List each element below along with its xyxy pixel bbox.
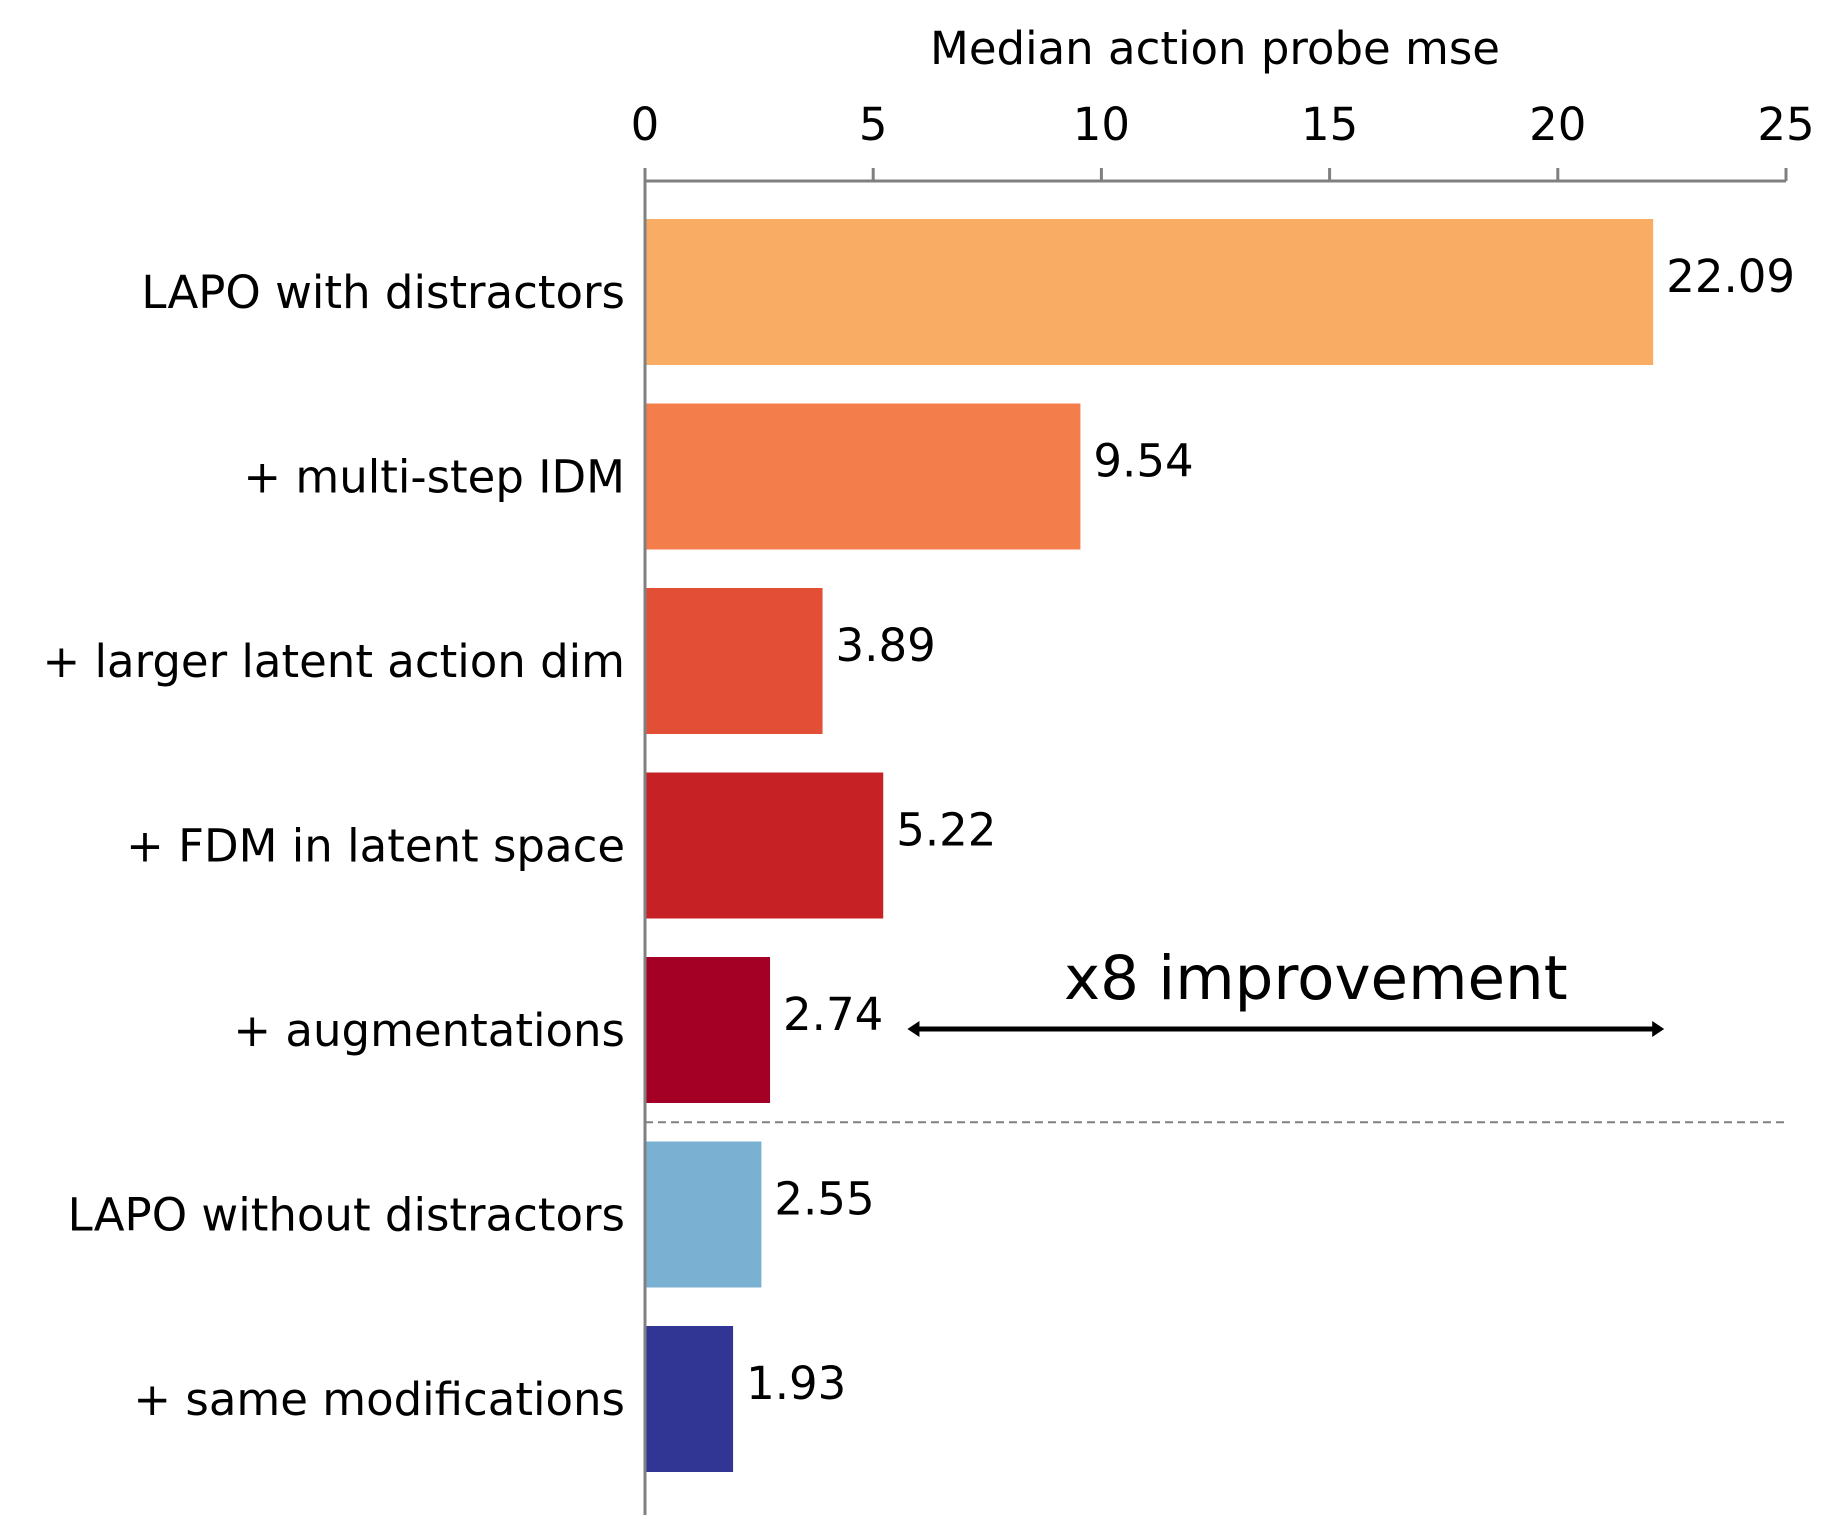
- bar: [645, 1141, 762, 1288]
- category-label: LAPO without distractors: [68, 1189, 625, 1242]
- x-tick-label: 5: [859, 98, 888, 151]
- value-label: 9.54: [1093, 435, 1193, 488]
- value-label: 2.74: [783, 988, 883, 1041]
- bars: [645, 219, 1654, 1472]
- value-label: 3.89: [836, 619, 936, 672]
- category-label: + multi-step IDM: [243, 451, 625, 504]
- x-tick-label: 15: [1301, 98, 1358, 151]
- category-label: + same modifications: [133, 1373, 625, 1426]
- annotation-label: x8 improvement: [1064, 943, 1568, 1014]
- x-tick-label: 20: [1529, 98, 1586, 151]
- bar: [645, 772, 884, 919]
- category-label: LAPO with distractors: [141, 266, 625, 319]
- bar: [645, 219, 1654, 365]
- x-axis-title: Median action probe mse: [930, 22, 1500, 75]
- category-label: + FDM in latent space: [126, 820, 625, 873]
- bar: [645, 403, 1081, 550]
- category-labels: LAPO with distractors + multi-step IDM + l…: [43, 266, 625, 1426]
- bar: [645, 1326, 734, 1472]
- arrow-head-right-icon: [1652, 1021, 1665, 1037]
- x-axis-ticks: 0 5 10 15 20 25: [631, 98, 1815, 181]
- value-label: 2.55: [774, 1173, 874, 1226]
- x-tick-label: 10: [1073, 98, 1130, 151]
- annotation: x8 improvement: [907, 943, 1665, 1037]
- value-label: 5.22: [896, 804, 996, 857]
- value-labels: 22.09 9.54 3.89 5.22 2.74 2.55 1.93: [746, 250, 1795, 1410]
- bar: [645, 957, 771, 1103]
- category-label: + larger latent action dim: [43, 635, 625, 688]
- value-label: 1.93: [746, 1357, 846, 1410]
- category-label: + augmentations: [233, 1004, 625, 1057]
- bar: [645, 588, 823, 734]
- arrow-head-left-icon: [907, 1021, 920, 1037]
- value-label: 22.09: [1666, 250, 1795, 303]
- x-tick-label: 25: [1757, 98, 1814, 151]
- x-tick-label: 0: [631, 98, 660, 151]
